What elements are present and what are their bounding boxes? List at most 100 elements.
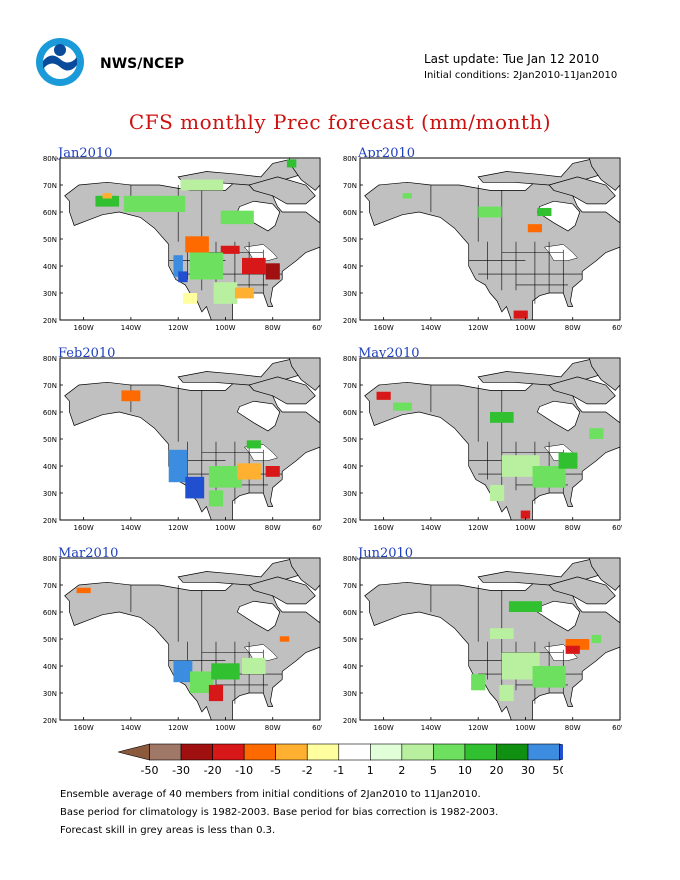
svg-text:40N: 40N [343, 663, 357, 671]
colorbar-label: -10 [235, 764, 253, 777]
svg-text:160W: 160W [373, 724, 393, 732]
map-panel-may: May2010 80N 70N 60N 50N 40N 30N 20N 160W 140W 120… [332, 346, 622, 542]
svg-text:160W: 160W [373, 324, 393, 332]
svg-text:140W: 140W [121, 324, 141, 332]
svg-text:60W: 60W [612, 324, 622, 332]
svg-text:80W: 80W [565, 524, 581, 532]
svg-text:70N: 70N [343, 182, 357, 190]
footer-line-3: Forecast skill in grey areas is less tha… [60, 825, 276, 836]
precip-map: 80N 70N 60N 50N 40N 30N 20N 160W 140W 120W 100W 80W… [43, 555, 322, 732]
footer-line-1: Ensemble average of 40 members from init… [60, 789, 481, 800]
svg-text:100W: 100W [215, 524, 235, 532]
svg-text:50N: 50N [43, 236, 57, 244]
svg-text:60N: 60N [343, 609, 357, 617]
initial-conditions: Initial conditions: 2Jan2010-11Jan2010 [424, 70, 618, 81]
precip-map: 80N 70N 60N 50N 40N 30N 20N 160W 140W 120W 100W 80W… [43, 155, 322, 332]
colorbar-label: -20 [204, 764, 222, 777]
map-panel-mar: Mar2010 80N 70N 60N 50N 40N 30N 20N 160W 140W 120… [32, 546, 322, 742]
panel-label: Jun2010 [358, 546, 414, 561]
svg-text:60W: 60W [312, 324, 322, 332]
svg-text:30N: 30N [343, 290, 357, 298]
colorbar-label: 30 [521, 764, 535, 777]
svg-text:80W: 80W [265, 324, 281, 332]
colorbar-label: 10 [458, 764, 472, 777]
svg-text:80N: 80N [343, 355, 357, 363]
svg-text:120W: 120W [468, 524, 488, 532]
svg-text:80N: 80N [343, 555, 357, 563]
panel-label: Apr2010 [358, 146, 416, 161]
svg-text:70N: 70N [343, 582, 357, 590]
svg-text:70N: 70N [343, 382, 357, 390]
page-title: CFS monthly Prec forecast (mm/month) [128, 110, 552, 134]
svg-text:30N: 30N [43, 290, 57, 298]
colorbar-label: -30 [172, 764, 190, 777]
svg-text:70N: 70N [43, 582, 57, 590]
svg-text:80N: 80N [43, 155, 57, 163]
colorbar-label: -50 [141, 764, 159, 777]
svg-text:60N: 60N [43, 609, 57, 617]
svg-text:80N: 80N [43, 555, 57, 563]
svg-text:100W: 100W [515, 724, 535, 732]
svg-text:140W: 140W [421, 324, 441, 332]
svg-text:60W: 60W [312, 524, 322, 532]
svg-text:20N: 20N [343, 317, 357, 325]
svg-text:80N: 80N [43, 355, 57, 363]
colorbar-label: -2 [302, 764, 313, 777]
precip-map: 80N 70N 60N 50N 40N 30N 20N 160W 140W 120W 100W 80W… [43, 355, 322, 532]
svg-text:50N: 50N [343, 436, 357, 444]
svg-text:30N: 30N [343, 490, 357, 498]
svg-text:20N: 20N [43, 317, 57, 325]
map-panel-jan: Jan2010 80N 70N 60N 50N 40N 30N 20N 160W 140W 120… [32, 146, 322, 342]
svg-text:100W: 100W [515, 324, 535, 332]
svg-text:40N: 40N [343, 263, 357, 271]
svg-text:40N: 40N [43, 663, 57, 671]
svg-text:120W: 120W [168, 724, 188, 732]
svg-text:140W: 140W [121, 724, 141, 732]
svg-text:60N: 60N [343, 409, 357, 417]
precip-map: 80N 70N 60N 50N 40N 30N 20N 160W 140W 120W 100W 80W… [343, 555, 622, 732]
svg-text:60W: 60W [612, 524, 622, 532]
svg-text:120W: 120W [168, 324, 188, 332]
svg-text:80N: 80N [343, 155, 357, 163]
svg-text:160W: 160W [373, 524, 393, 532]
precip-map: 80N 70N 60N 50N 40N 30N 20N 160W 140W 120W 100W 80W… [343, 155, 622, 332]
colorbar-label: -5 [270, 764, 281, 777]
svg-text:50N: 50N [343, 236, 357, 244]
panel-label: May2010 [358, 346, 420, 361]
footer-line-2: Base period for climatology is 1982-2003… [60, 807, 499, 818]
svg-text:160W: 160W [73, 724, 93, 732]
colorbar-label: 2 [398, 764, 405, 777]
svg-text:140W: 140W [421, 524, 441, 532]
svg-text:80W: 80W [565, 324, 581, 332]
svg-text:40N: 40N [43, 463, 57, 471]
svg-text:60W: 60W [612, 724, 622, 732]
colorbar-label: 50 [553, 764, 563, 777]
svg-text:140W: 140W [421, 724, 441, 732]
colorbar-label: 20 [489, 764, 503, 777]
colorbar-label: 1 [367, 764, 374, 777]
noaa-logo-icon [36, 38, 84, 86]
last-update: Last update: Tue Jan 12 2010 [424, 52, 600, 66]
svg-text:140W: 140W [121, 524, 141, 532]
svg-text:160W: 160W [73, 524, 93, 532]
svg-text:80W: 80W [265, 724, 281, 732]
svg-text:60W: 60W [312, 724, 322, 732]
svg-text:50N: 50N [343, 636, 357, 644]
colorbar-label: 5 [430, 764, 437, 777]
svg-text:80W: 80W [565, 724, 581, 732]
colorbar: -50 -30 -20 -10 -5 -2 -1 1 2 5 10 20 30 50 [118, 743, 563, 777]
panel-label: Mar2010 [58, 546, 119, 561]
svg-text:20N: 20N [43, 717, 57, 725]
svg-text:70N: 70N [43, 382, 57, 390]
svg-text:30N: 30N [43, 690, 57, 698]
map-panel-jun: Jun2010 80N 70N 60N 50N 40N 30N 20N 160W 140W 120… [332, 546, 622, 742]
svg-text:50N: 50N [43, 636, 57, 644]
svg-text:60N: 60N [343, 209, 357, 217]
svg-text:40N: 40N [343, 463, 357, 471]
org-name: NWS/NCEP [100, 56, 185, 72]
svg-text:20N: 20N [43, 517, 57, 525]
svg-text:60N: 60N [43, 209, 57, 217]
svg-text:20N: 20N [343, 517, 357, 525]
map-panel-feb: Feb2010 80N 70N 60N 50N 40N 30N 20N 160W 140W 120… [32, 346, 322, 542]
svg-text:40N: 40N [43, 263, 57, 271]
